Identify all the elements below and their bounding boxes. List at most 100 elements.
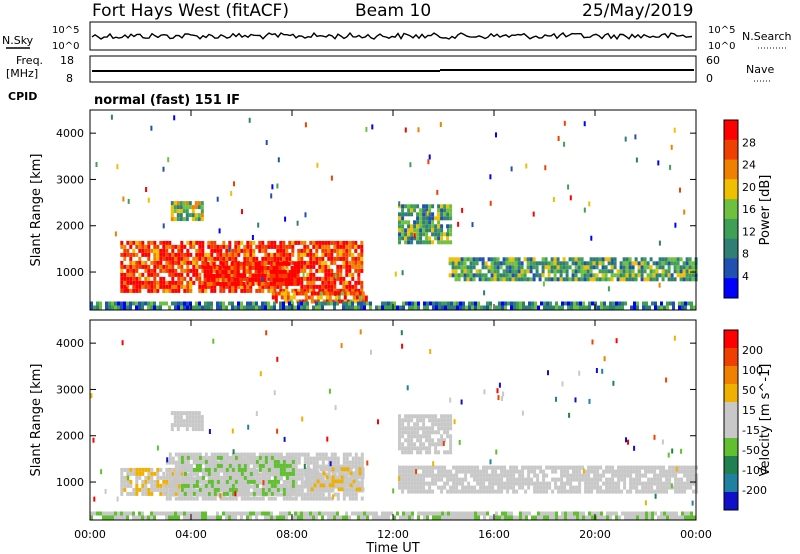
heatmap-cell: [575, 477, 579, 482]
heatmap-cell: [560, 473, 564, 478]
heatmap-cell: [473, 485, 477, 490]
heatmap-cell: [635, 469, 639, 474]
heatmap-cell: [176, 411, 180, 416]
heatmap-cell: [321, 480, 325, 485]
heatmap-cell: [221, 281, 225, 286]
heatmap-cell: [668, 469, 672, 474]
heatmap-cell: [201, 515, 204, 520]
heatmap-cell: [185, 209, 189, 214]
heatmap-cell: [681, 511, 684, 516]
heatmap-cell: [422, 481, 426, 486]
heatmap-cell: [282, 487, 286, 492]
heatmap-cell: [168, 452, 172, 457]
heatmap-cell: [264, 459, 268, 464]
heatmap-cell: [443, 232, 447, 237]
heatmap-cell: [183, 252, 187, 257]
nsky-trace: [91, 31, 693, 41]
heatmap-cell: [498, 515, 501, 520]
y-tick-label: 2000: [56, 220, 84, 233]
heatmap-cell: [593, 465, 597, 470]
heatmap-cell: [461, 207, 464, 213]
heatmap-cell: [398, 476, 401, 482]
heatmap-cell: [294, 488, 298, 493]
heatmap-cell: [123, 487, 127, 492]
heatmap-cell: [188, 411, 192, 416]
heatmap-cell: [357, 260, 361, 265]
heatmap-cell: [324, 284, 328, 289]
heatmap-cell: [162, 240, 166, 245]
heatmap-cell: [410, 430, 414, 435]
heatmap-cell: [611, 489, 615, 494]
heatmap-cell: [273, 288, 277, 293]
heatmap-cell: [496, 277, 500, 282]
heatmap-cell: [165, 475, 169, 480]
heatmap-cell: [264, 452, 268, 457]
heatmap-cell: [225, 455, 229, 460]
heatmap-cell: [690, 515, 693, 520]
heatmap-cell: [294, 460, 298, 465]
heatmap-cell: [290, 265, 294, 270]
heatmap-cell: [514, 265, 518, 270]
heatmap-cell: [502, 257, 506, 262]
heatmap-cell: [360, 288, 364, 293]
heatmap-cell: [425, 465, 429, 470]
heatmap-cell: [431, 414, 435, 419]
heatmap-cell: [279, 471, 283, 476]
heatmap-cell: [186, 260, 190, 265]
heatmap-cell: [258, 472, 262, 477]
heatmap-cell: [519, 301, 522, 306]
heatmap-cell: [230, 269, 234, 274]
heatmap-cell: [207, 305, 210, 310]
heatmap-cell: [325, 295, 329, 300]
date-title: 25/May/2019: [582, 1, 694, 21]
heatmap-cell: [563, 141, 566, 147]
heatmap-cell: [652, 277, 656, 282]
heatmap-cell: [420, 511, 423, 516]
heatmap-cell: [464, 485, 468, 490]
heatmap-cell: [678, 301, 681, 306]
heatmap-cell: [501, 511, 504, 516]
heatmap-cell: [267, 467, 271, 472]
heatmap-cell: [521, 481, 525, 486]
heatmap-cell: [416, 228, 420, 233]
heatmap-cell: [549, 301, 552, 306]
heatmap-cell: [583, 121, 586, 127]
heatmap-cell: [643, 265, 647, 270]
heatmap-cell: [279, 487, 283, 492]
heatmap-cell: [340, 483, 344, 488]
heatmap-cell: [449, 446, 453, 451]
heatmap-cell: [328, 479, 332, 484]
heatmap-cell: [621, 305, 624, 310]
heatmap-cell: [661, 265, 665, 270]
heatmap-cell: [261, 467, 265, 472]
heatmap-cell: [407, 477, 411, 482]
heatmap-cell: [330, 272, 334, 277]
heatmap-cell: [656, 465, 660, 470]
colorbar-frame: [723, 119, 739, 299]
heatmap-cell: [327, 252, 331, 257]
heatmap-cell: [441, 515, 444, 520]
heatmap-cell: [319, 479, 323, 484]
heatmap-cell: [150, 240, 154, 245]
heatmap-cell: [123, 284, 127, 289]
heatmap-cell: [583, 269, 587, 274]
heatmap-cell: [419, 489, 423, 494]
heatmap-cell: [453, 419, 456, 425]
heatmap-cell: [162, 288, 166, 293]
heatmap-cell: [192, 264, 196, 269]
heatmap-cell: [328, 487, 332, 492]
heatmap-cell: [485, 469, 489, 474]
heatmap-cell: [530, 477, 534, 482]
heatmap-cell: [186, 472, 190, 477]
heatmap-cell: [141, 280, 145, 285]
heatmap-cell: [413, 485, 417, 490]
heatmap-cell: [522, 305, 525, 310]
heatmap-cell: [182, 209, 186, 214]
heatmap-cell: [276, 479, 280, 484]
heatmap-cell: [589, 257, 593, 262]
heatmap-cell: [129, 240, 133, 245]
heatmap-cell: [261, 256, 265, 261]
heatmap-cell: [246, 256, 250, 261]
heatmap-cell: [197, 411, 201, 416]
